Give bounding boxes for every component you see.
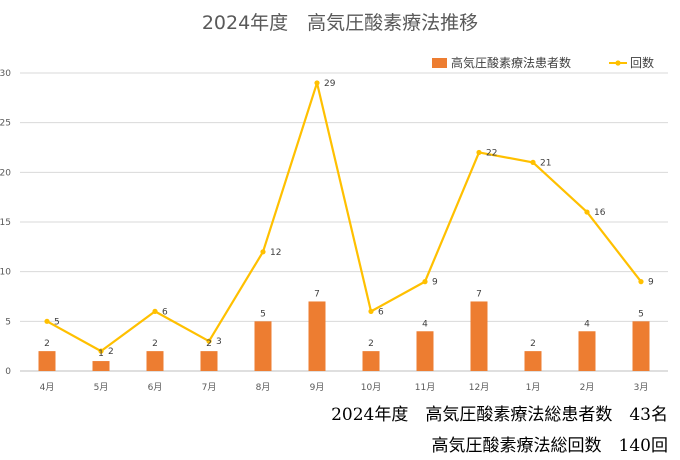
legend-label-line: 回数: [630, 55, 654, 70]
bar: [470, 301, 488, 371]
x-tick-label: 4月: [40, 382, 55, 393]
x-tick-label: 9月: [310, 382, 325, 393]
line-point: [98, 348, 104, 354]
line-data-label: 21: [540, 158, 551, 168]
bar-data-label: 2: [530, 339, 536, 349]
x-tick-label: 2月: [580, 382, 595, 393]
bar-data-label: 4: [584, 319, 590, 329]
x-tick-label: 5月: [94, 382, 109, 393]
line-point: [584, 209, 590, 215]
legend: 高気圧酸素療法患者数 回数: [432, 55, 654, 70]
x-axis: 4月 5月 6月 7月 8月 9月 10月 11月 12月 1月 2月 3月: [40, 382, 649, 393]
line-data-label: 9: [432, 278, 438, 288]
line-point: [530, 159, 536, 165]
line-data-label: 9: [648, 278, 654, 288]
bar: [632, 321, 650, 371]
bar-data-label: 2: [206, 339, 212, 349]
line-data-label: 6: [378, 307, 384, 317]
bar: [362, 351, 380, 371]
grid: [20, 72, 668, 372]
bar: [578, 331, 596, 371]
line-point: [638, 279, 644, 285]
line-point: [260, 249, 266, 255]
bar-data-label: 5: [260, 309, 266, 319]
x-tick-label: 6月: [148, 382, 163, 393]
bar: [416, 331, 434, 371]
line-series: [44, 80, 644, 354]
y-tick-label: 5: [5, 317, 11, 327]
legend-swatch-bar: [432, 58, 447, 68]
y-axis: 0 5 10 15 20 25 30: [0, 69, 11, 377]
bar-data-label: 4: [422, 319, 428, 329]
y-tick-label: 20: [0, 168, 11, 178]
x-tick-label: 3月: [634, 382, 649, 393]
bar: [524, 351, 542, 371]
line-path: [46, 81, 642, 353]
total-sessions-summary: 高気圧酸素療法総回数 140回: [431, 436, 668, 456]
bar-series: [38, 301, 650, 371]
bar: [146, 351, 164, 371]
line-point: [206, 338, 212, 344]
line-point: [314, 80, 320, 86]
legend-swatch-point: [615, 60, 621, 66]
bar-data-label: 2: [368, 339, 374, 349]
line-point: [44, 318, 50, 324]
chart-title: 2024年度 高気圧酸素療法推移: [202, 12, 478, 34]
line-data-label: 3: [216, 337, 222, 347]
bar: [254, 321, 272, 371]
x-tick-label: 1月: [526, 382, 541, 393]
line-data-label: 29: [324, 79, 336, 89]
x-tick-label: 7月: [202, 382, 217, 393]
x-tick-label: 10月: [361, 382, 381, 393]
y-tick-label: 15: [0, 218, 11, 228]
bar-data-label: 7: [476, 289, 482, 299]
bar-data-label: 7: [314, 289, 320, 299]
bar: [200, 351, 218, 371]
line-data-label: 12: [270, 248, 281, 258]
line-point: [368, 308, 374, 314]
line-data-label: 16: [594, 208, 606, 218]
bar-data-label: 1: [98, 349, 104, 359]
total-patients-summary: 2024年度 高気圧酸素療法総患者数 43名: [331, 405, 668, 425]
bar-data-label: 2: [44, 339, 50, 349]
x-tick-label: 11月: [415, 382, 435, 393]
line-data-label: 6: [162, 307, 168, 317]
x-tick-label: 12月: [469, 382, 489, 393]
bar-data-label: 2: [152, 339, 158, 349]
line-data-label: 5: [54, 317, 60, 327]
bar-data-label: 5: [638, 309, 644, 319]
line-data-label: 22: [486, 148, 497, 158]
bar: [308, 301, 326, 371]
bar: [38, 351, 56, 371]
line-point: [152, 308, 158, 314]
line-point: [476, 149, 482, 156]
y-tick-label: 30: [0, 69, 11, 79]
y-tick-label: 10: [0, 268, 11, 278]
x-tick-label: 8月: [256, 382, 271, 393]
bar: [92, 361, 110, 371]
line-data-label: 2: [108, 347, 114, 357]
legend-label-bar: 高気圧酸素療法患者数: [451, 55, 571, 70]
line-point: [422, 279, 428, 285]
y-tick-label: 0: [5, 367, 11, 377]
y-tick-label: 25: [0, 119, 11, 129]
